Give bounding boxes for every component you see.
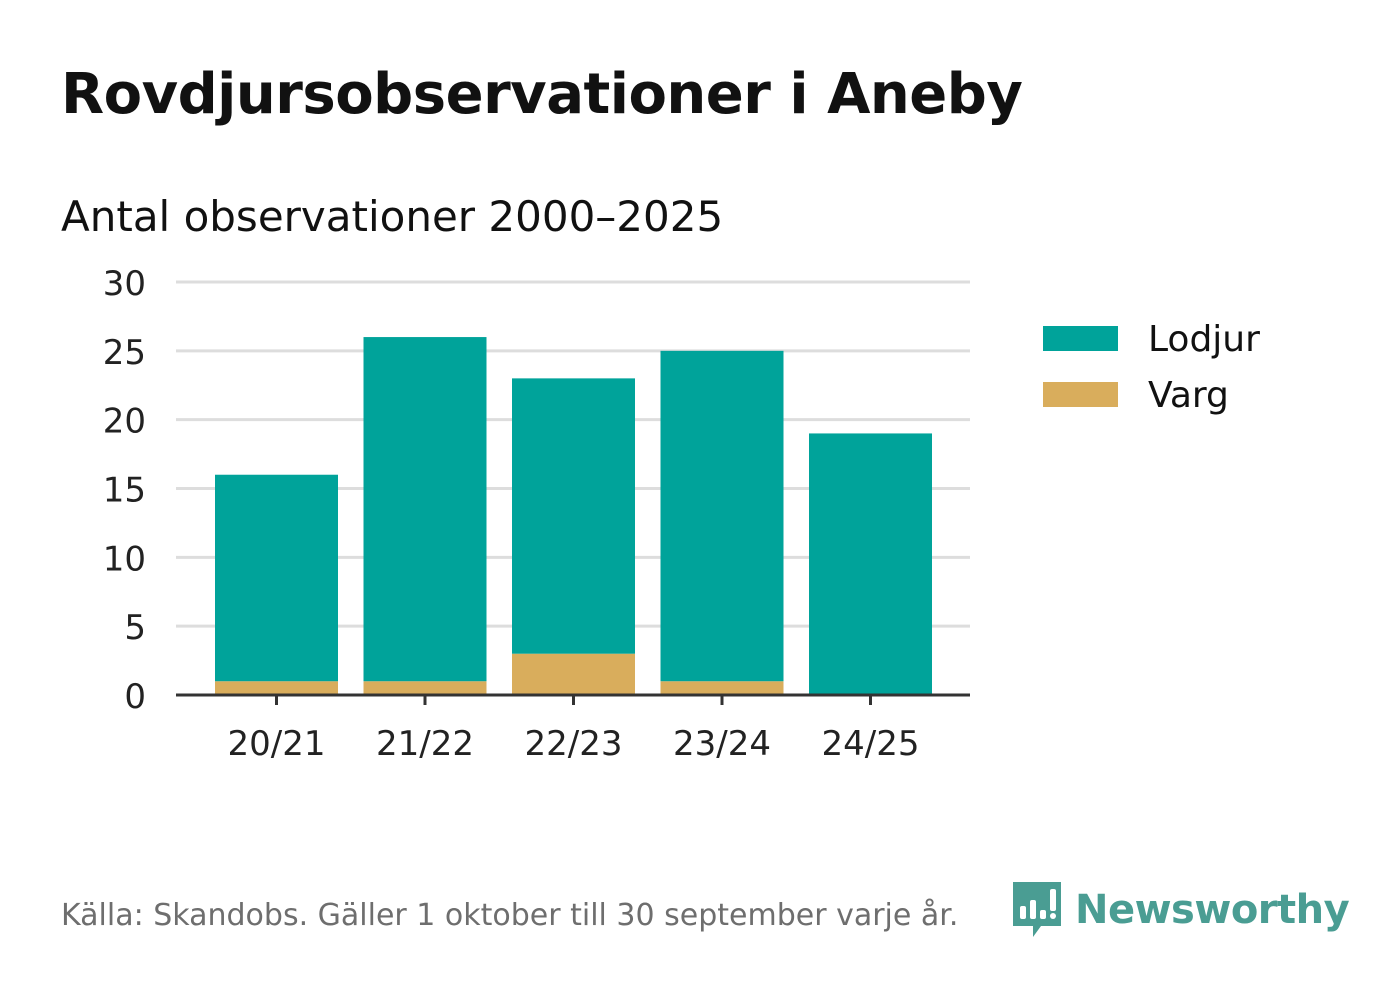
legend-label-lodjur: Lodjur <box>1148 319 1260 360</box>
brand-logo: Newsworthy <box>1011 880 1350 940</box>
bar-lodjur <box>512 378 635 654</box>
x-axis-ticks: 20/21 21/22 22/23 23/24 24/25 <box>176 693 970 764</box>
source-note: Källa: Skandobs. Gäller 1 oktober till 3… <box>61 898 959 933</box>
x-tick-label: 23/24 <box>673 724 771 764</box>
brand-name: Newsworthy <box>1075 887 1350 933</box>
bar-varg <box>512 653 635 695</box>
bar-varg <box>660 681 784 695</box>
y-tick-label: 25 <box>103 333 146 373</box>
bar-chart-speech-bubble-icon <box>1013 882 1061 937</box>
legend-swatch-varg <box>1043 382 1118 407</box>
x-tick-label: 22/23 <box>525 724 623 764</box>
y-tick-label: 20 <box>103 402 146 442</box>
bar-lodjur <box>363 337 487 682</box>
stacked-bar-chart: 0 5 10 15 20 25 30 20/21 21/22 22/23 23/24 24/25 L… <box>103 264 1260 764</box>
x-tick-label: 21/22 <box>376 724 474 764</box>
bar-varg <box>363 681 487 695</box>
bars <box>215 337 932 695</box>
y-tick-label: 0 <box>124 677 146 717</box>
y-tick-label: 15 <box>103 471 146 511</box>
chart-title: Rovdjursobservationer i Aneby <box>61 62 1023 127</box>
chart-subtitle: Antal observationer 2000–2025 <box>61 192 724 241</box>
y-axis-ticks: 0 5 10 15 20 25 30 <box>103 264 146 717</box>
bar-varg <box>215 681 338 695</box>
bar-lodjur <box>809 433 932 695</box>
legend-label-varg: Varg <box>1148 375 1229 416</box>
x-tick-label: 24/25 <box>822 724 920 764</box>
legend-swatch-lodjur <box>1043 326 1118 351</box>
y-tick-label: 10 <box>103 539 146 579</box>
legend: Lodjur Varg <box>1043 319 1260 416</box>
y-tick-label: 5 <box>124 608 146 648</box>
y-tick-label: 30 <box>103 264 146 304</box>
x-tick-label: 20/21 <box>228 724 326 764</box>
bar-lodjur <box>660 350 784 682</box>
bar-lodjur <box>215 474 338 682</box>
